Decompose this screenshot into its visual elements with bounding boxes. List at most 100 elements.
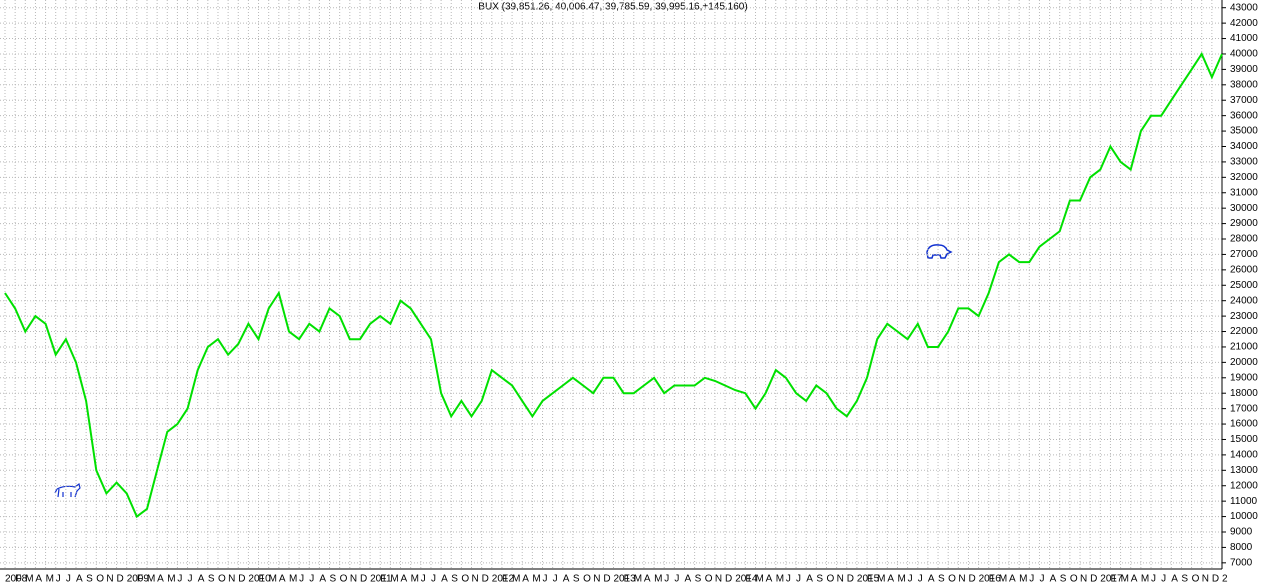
y-tick-label: 35000 [1230,126,1258,137]
price-line [4,51,1223,519]
x-tick-label: N [837,574,844,585]
x-tick-label: D [1212,574,1219,585]
x-tick-label: D [482,574,489,585]
x-tick-label: S [86,574,93,585]
x-tick-label: M [776,574,784,585]
x-tick-label: J [1039,574,1044,585]
x-tick-label: N [958,574,965,585]
y-tick-label: 14000 [1230,450,1258,461]
y-tick-label: 8000 [1230,542,1253,553]
y-tick-label: 43000 [1230,2,1258,13]
x-tick-label: S [1060,574,1067,585]
x-tick-label: M [1141,574,1149,585]
x-tick-label: 2016 [979,574,1002,585]
x-tick-label: S [573,574,580,585]
x-tick-label: A [319,574,326,585]
y-tick-label: 36000 [1230,110,1258,121]
x-tick-label: S [695,574,702,585]
x-tick-label: N [106,574,113,585]
x-tick-label: N [472,574,479,585]
x-tick-label: F [380,574,386,585]
x-tick-label: F [1110,574,1116,585]
y-tick-label: 30000 [1230,203,1258,214]
y-tick-label: 19000 [1230,372,1258,383]
x-tick-label: J [56,574,61,585]
x-tick-label: S [816,574,823,585]
x-tick-label: F [745,574,751,585]
x-tick-label: O [583,574,591,585]
x-tick-label: 2017 [1100,574,1123,585]
y-tick-label: 37000 [1230,95,1258,106]
x-tick-label: O [1070,574,1078,585]
x-tick-label: M [634,574,642,585]
x-tick-label: F [137,574,143,585]
x-tick-label: 2013 [614,574,637,585]
x-tick-label: J [421,574,426,585]
y-tick-label: 29000 [1230,218,1258,229]
x-tick-label: A [1050,574,1057,585]
x-tick-label: J [553,574,558,585]
x-tick-label: F [989,574,995,585]
x-tick-label: N [1202,574,1209,585]
y-tick-label: 12000 [1230,480,1258,491]
x-tick-label: D [847,574,854,585]
x-tick-label: F [15,574,21,585]
x-tick-label: A [1171,574,1178,585]
x-tick-label: A [401,574,408,585]
x-tick-label: M [999,574,1007,585]
x-tick-label: M [877,574,885,585]
x-tick-label: O [218,574,226,585]
x-tick-label: F [624,574,630,585]
x-tick-label: F [867,574,873,585]
x-tick-label: F [502,574,508,585]
x-tick-label: N [715,574,722,585]
x-tick-label: J [786,574,791,585]
x-tick-label: J [299,574,304,585]
x-tick-label: M [25,574,33,585]
x-tick-label: O [461,574,469,585]
x-tick-label: 2011 [370,574,392,585]
x-tick-label: N [1080,574,1087,585]
x-tick-label: 2 [1222,574,1228,585]
x-tick-label: J [66,574,71,585]
x-tick-label: N [350,574,357,585]
x-tick-label: O [340,574,348,585]
x-tick-label: M [1019,574,1027,585]
x-tick-label: J [796,574,801,585]
x-tick-label: A [644,574,651,585]
x-tick-label: A [563,574,570,585]
x-tick-label: S [330,574,337,585]
y-tick-label: 21000 [1230,342,1258,353]
x-tick-label: 2008 [5,574,28,585]
y-tick-label: 28000 [1230,234,1258,245]
x-tick-label: A [1009,574,1016,585]
x-tick-label: M [46,574,54,585]
x-tick-label: M [654,574,662,585]
y-tick-label: 32000 [1230,172,1258,183]
x-tick-label: J [908,574,913,585]
x-tick-label: D [360,574,367,585]
x-tick-label: 2009 [127,574,150,585]
x-tick-label: J [674,574,679,585]
x-tick-label: O [705,574,713,585]
x-tick-label: M [390,574,398,585]
x-tick-label: O [96,574,104,585]
y-tick-label: 15000 [1230,434,1258,445]
y-tick-label: 17000 [1230,403,1258,414]
y-tick-label: 23000 [1230,311,1258,322]
x-tick-label: J [188,574,193,585]
x-tick-label: O [948,574,956,585]
x-tick-label: J [1161,574,1166,585]
x-tick-label: J [918,574,923,585]
x-tick-label: M [289,574,297,585]
y-tick-label: 7000 [1230,557,1253,568]
x-tick-label: 2010 [248,574,271,585]
x-tick-label: A [279,574,286,585]
x-tick-label: M [512,574,520,585]
x-tick-label: D [968,574,975,585]
x-tick-label: 2014 [735,574,758,585]
y-tick-label: 22000 [1230,326,1258,337]
x-tick-label: A [1131,574,1138,585]
x-tick-label: A [806,574,813,585]
x-tick-label: A [684,574,691,585]
